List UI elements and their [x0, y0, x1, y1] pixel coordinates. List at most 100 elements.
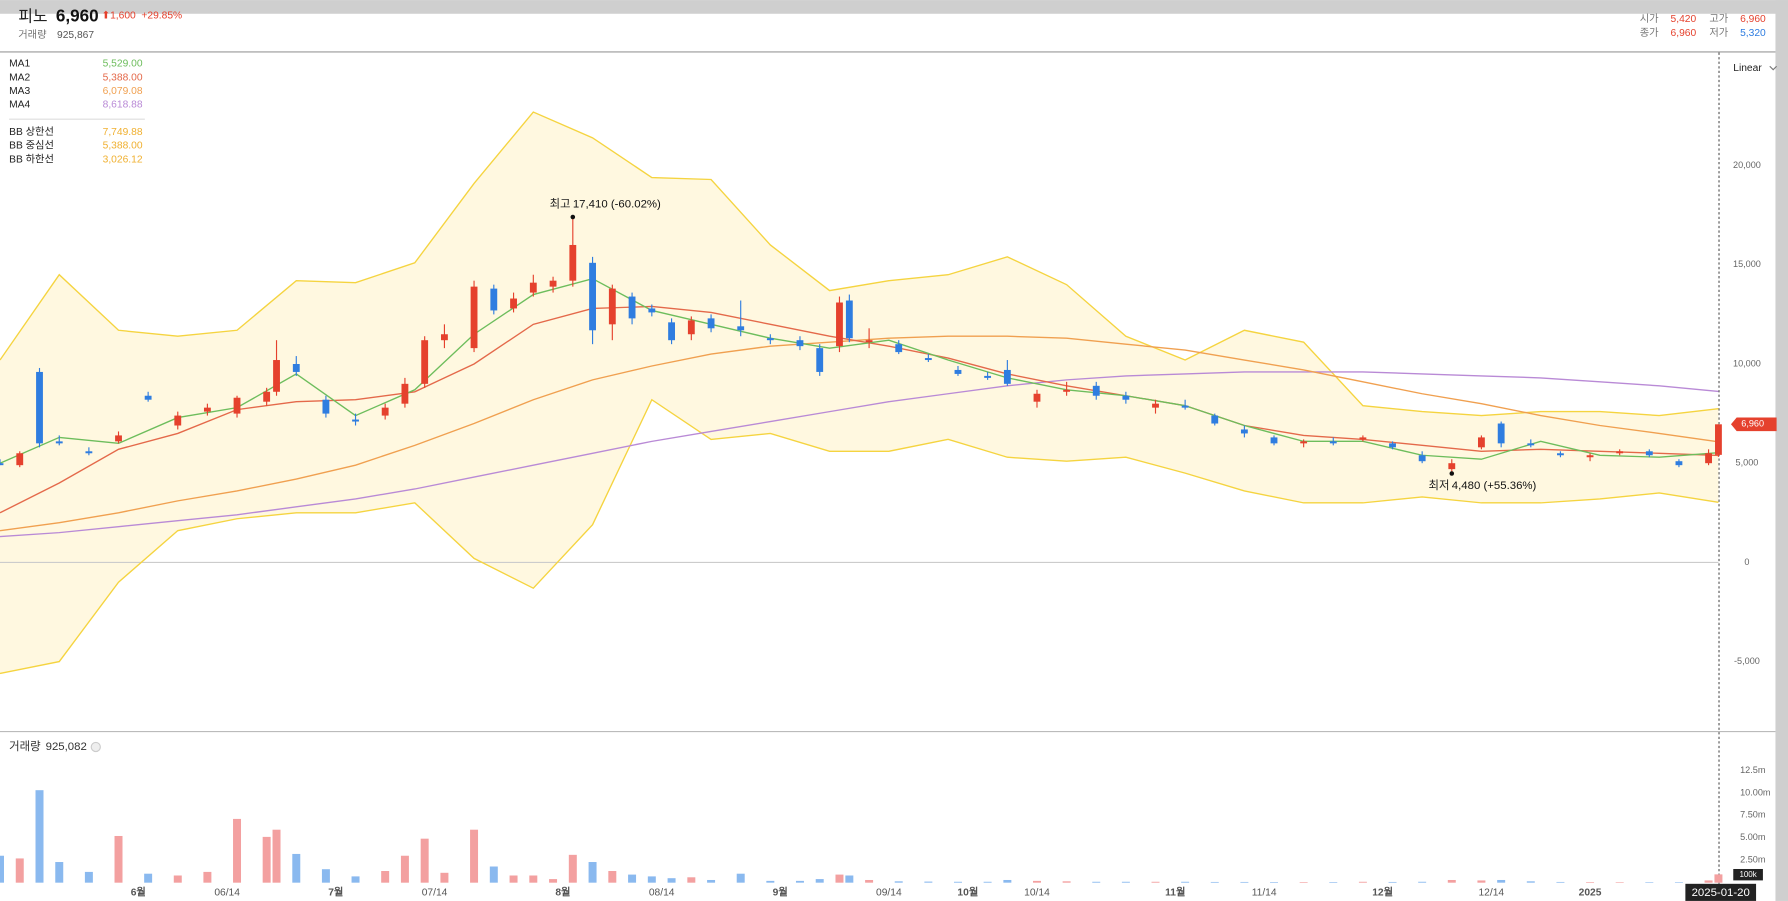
- x-tick-label: 12월: [1372, 886, 1393, 899]
- candle-body: [1152, 403, 1159, 408]
- candle-body: [55, 441, 63, 444]
- volume-bar: [114, 835, 123, 883]
- volume-bar: [15, 858, 24, 883]
- annotation-dot: [570, 214, 576, 220]
- legend-value: 7,749.88: [103, 127, 143, 138]
- x-tick-label: 10/14: [1024, 888, 1050, 899]
- volume-bar: [707, 879, 716, 883]
- candle-body: [608, 288, 616, 325]
- ohlc-value: 5,320: [1740, 28, 1766, 39]
- window-border: [1775, 0, 1788, 901]
- volume-bar: [1121, 881, 1130, 883]
- y-tick-label: 15,000: [1733, 259, 1761, 269]
- candle-body: [1477, 437, 1485, 448]
- candle-body: [470, 286, 478, 349]
- candle-body: [115, 435, 122, 442]
- volume-cursor-label: 100k: [1739, 870, 1756, 879]
- y-tick-label: 5,000: [1736, 458, 1759, 468]
- candle-body: [796, 340, 804, 347]
- volume-bar: [203, 871, 212, 883]
- volume-bar: [953, 881, 962, 883]
- volume-bar: [470, 829, 479, 883]
- volume-bar: [351, 876, 360, 883]
- x-tick-label: 11/14: [1252, 888, 1277, 899]
- volume-bar: [1329, 882, 1338, 883]
- ohlc-value: 6,960: [1740, 14, 1766, 25]
- candle-body: [1389, 443, 1396, 448]
- volume-bar: [835, 874, 844, 883]
- volume-bar: [1388, 881, 1397, 883]
- ohlc-label: 저가: [1709, 27, 1728, 39]
- volume-bar: [1270, 882, 1279, 883]
- volume-bar: [766, 880, 775, 883]
- candle-body: [352, 419, 359, 422]
- volume-bar: [1714, 874, 1723, 883]
- current-price: 6,960: [56, 7, 99, 26]
- volume-settings-icon[interactable]: [90, 741, 101, 753]
- x-tick-label: 8월: [555, 886, 570, 899]
- candle-body: [1211, 415, 1219, 424]
- volume-tick-label: 7.50m: [1740, 810, 1765, 820]
- candle-body: [292, 364, 300, 372]
- ohlc-value: 5,420: [1671, 14, 1697, 25]
- candle-body: [1240, 429, 1248, 434]
- volume-bar: [400, 855, 409, 883]
- volume-bar: [1210, 881, 1219, 883]
- legend-value: 3,026.12: [103, 154, 143, 165]
- volume-bar: [736, 873, 745, 883]
- candle-body: [1418, 455, 1426, 462]
- volume-bar: [667, 878, 676, 883]
- volume-bar: [1181, 881, 1190, 883]
- volume-bar: [262, 836, 271, 883]
- volume-tick-label: 10.00m: [1740, 787, 1770, 797]
- candle-body: [529, 282, 537, 293]
- x-tick-label: 7월: [328, 886, 343, 899]
- candle-body: [0, 463, 4, 466]
- candle-body: [203, 407, 211, 412]
- moving-average-line: [0, 305, 1719, 514]
- x-tick-label: 10월: [957, 886, 978, 899]
- y-tick-label: 10,000: [1733, 358, 1761, 368]
- legend-name: MA3: [9, 86, 30, 97]
- volume-bar: [1674, 882, 1683, 883]
- ohlc-label: 시가: [1640, 13, 1659, 25]
- candle-body: [490, 288, 498, 311]
- candle-body: [707, 318, 715, 329]
- x-tick-label: 11월: [1165, 886, 1185, 899]
- annotation-label: 4,480 (+55.36%): [1452, 480, 1537, 492]
- candle-body: [1122, 395, 1130, 400]
- y-tick-label: 20,000: [1733, 160, 1761, 170]
- legend-value: 8,618.88: [103, 100, 143, 111]
- x-tick-label: 9월: [773, 886, 788, 899]
- volume-bar: [1556, 881, 1565, 883]
- candle-body: [648, 308, 656, 313]
- volume-bar: [1003, 879, 1012, 883]
- volume-tick-label: 5.00m: [1740, 832, 1765, 842]
- volume-bar: [1477, 880, 1486, 883]
- moving-average-line: [0, 335, 1719, 532]
- x-tick-label: 09/14: [876, 888, 902, 899]
- volume-bar: [647, 876, 656, 883]
- volume-pane-value: 925,082: [46, 741, 87, 753]
- volume-bar: [1645, 882, 1654, 883]
- x-tick-label: 2025: [1579, 888, 1602, 899]
- candle-body: [273, 360, 280, 392]
- price-tag: [1730, 417, 1777, 432]
- volume-bar: [272, 829, 281, 883]
- volume-bar: [845, 875, 854, 883]
- candle-body: [737, 326, 745, 331]
- candle-body: [549, 280, 557, 287]
- volume-bar: [1526, 881, 1535, 883]
- volume-bar: [924, 881, 933, 883]
- candle-body: [1705, 453, 1712, 464]
- candle-body: [924, 358, 932, 361]
- volume-bar: [1586, 882, 1595, 883]
- volume-tick-label: 2.50m: [1740, 855, 1765, 865]
- scale-dropdown-icon[interactable]: [1769, 65, 1778, 71]
- volume-bar: [1704, 880, 1713, 883]
- scale-toggle[interactable]: Linear: [1733, 63, 1762, 74]
- volume-bar: [233, 818, 242, 883]
- candle-body: [845, 300, 853, 339]
- volume-bar: [1062, 881, 1071, 883]
